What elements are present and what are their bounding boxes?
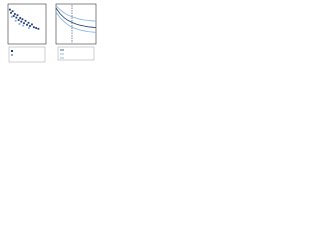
plot-frame xyxy=(55,3,97,45)
point xyxy=(18,23,21,25)
point xyxy=(13,13,16,15)
point xyxy=(21,18,24,21)
point xyxy=(10,15,13,18)
point xyxy=(11,10,14,13)
point xyxy=(31,23,33,26)
point xyxy=(14,19,17,22)
point xyxy=(20,20,23,23)
legend-box xyxy=(57,46,95,61)
point xyxy=(12,15,15,17)
point xyxy=(19,17,22,19)
point xyxy=(9,8,11,11)
legend-swatch xyxy=(11,54,13,56)
point xyxy=(27,21,30,24)
point xyxy=(24,19,27,22)
line xyxy=(55,11,97,33)
point xyxy=(10,11,12,14)
point xyxy=(28,27,30,29)
line xyxy=(55,5,97,22)
point xyxy=(15,16,18,19)
legend-box xyxy=(8,46,46,63)
point xyxy=(23,22,25,25)
point xyxy=(17,19,20,21)
legend-swatch xyxy=(11,50,13,52)
point xyxy=(37,27,40,30)
point xyxy=(35,27,38,29)
line xyxy=(55,7,97,28)
chart xyxy=(0,0,100,72)
plot-frame xyxy=(7,3,47,45)
point xyxy=(32,26,35,29)
point xyxy=(16,14,19,17)
point xyxy=(26,23,28,26)
background xyxy=(0,0,100,72)
point xyxy=(29,25,31,27)
point xyxy=(22,24,25,27)
